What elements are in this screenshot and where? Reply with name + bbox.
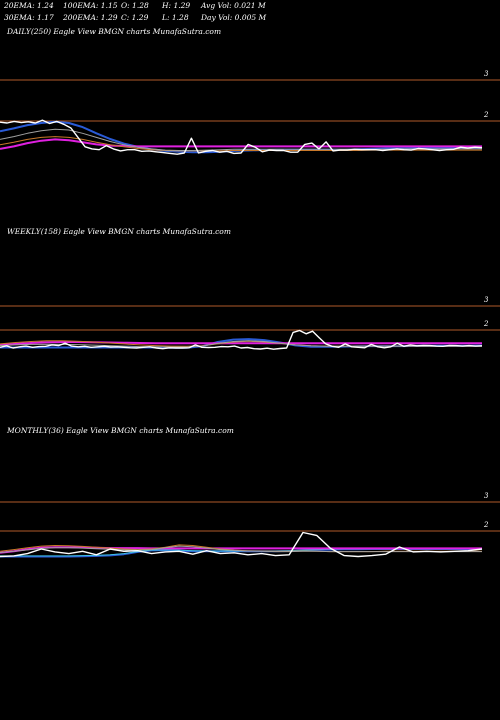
monthly-ema-gray-line: [0, 545, 482, 553]
monthly-price-line: [0, 531, 483, 558]
monthly-ytick-label: 2: [483, 521, 489, 529]
daily-ema-magenta-line: [0, 138, 482, 150]
low-stat: L: 1.28: [162, 13, 189, 22]
ema20-stat: 20EMA: 1.24: [4, 1, 54, 10]
weekly-ytick-label: 2: [483, 320, 489, 328]
weekly-ytick-label: 3: [484, 296, 489, 304]
daily-ytick-label: 3: [484, 70, 489, 78]
weekly-ema-magenta-line: [0, 341, 482, 346]
daily-ytick-label: 2: [483, 111, 489, 119]
ema200-stat: 200EMA: 1.29: [63, 13, 118, 22]
high-stat: H: 1.29: [162, 1, 191, 10]
daily-panel-title: DAILY(250) Eagle View BMGN charts Munafa…: [7, 27, 222, 36]
day-vol-stat: Day Vol: 0.005 M: [201, 13, 267, 22]
ema30-stat: 30EMA: 1.17: [4, 13, 54, 22]
close-stat: C: 1.29: [121, 13, 149, 22]
daily-price-line: [0, 119, 483, 155]
weekly-panel-title: WEEKLY(158) Eagle View BMGN charts Munaf…: [7, 227, 231, 236]
open-stat: O: 1.28: [121, 1, 149, 10]
monthly-panel-title: MONTHLY(36) Eagle View BMGN charts Munaf…: [7, 426, 234, 435]
ema100-stat: 100EMA: 1.15: [63, 1, 118, 10]
weekly-ema-gray-line: [0, 340, 482, 348]
avg-vol-stat: Avg Vol: 0.021 M: [201, 1, 266, 10]
monthly-ytick-label: 3: [484, 492, 489, 500]
weekly-price-line: [0, 329, 483, 350]
daily-ema-blue-line: [0, 120, 483, 154]
